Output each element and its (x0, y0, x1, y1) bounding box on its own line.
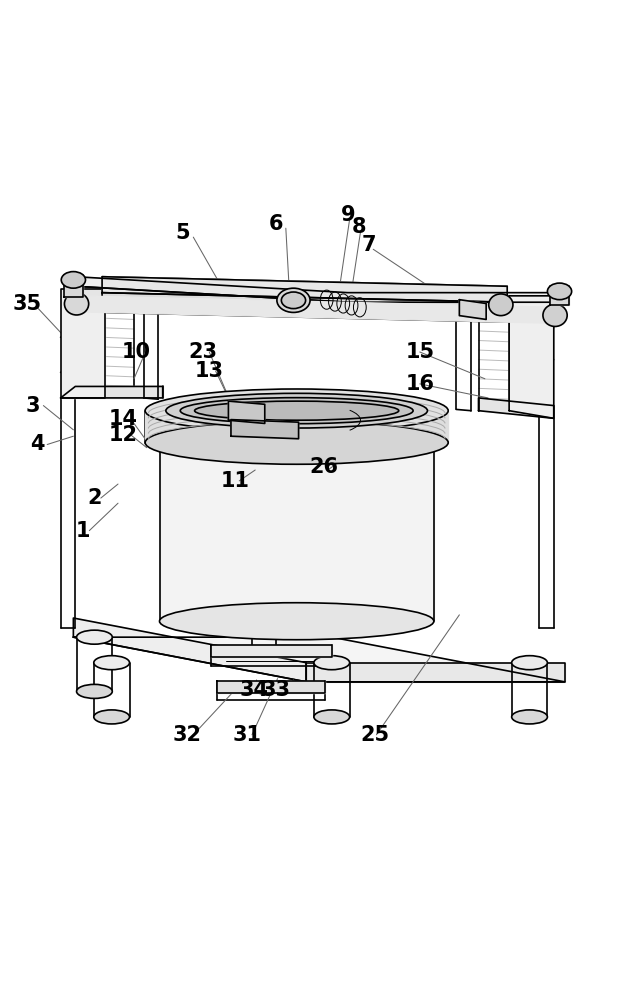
Text: 9: 9 (341, 205, 355, 225)
Polygon shape (228, 401, 265, 423)
Text: 14: 14 (108, 409, 138, 429)
Polygon shape (459, 300, 486, 319)
Ellipse shape (314, 710, 350, 724)
Ellipse shape (160, 421, 434, 458)
Ellipse shape (489, 294, 513, 316)
Text: 5: 5 (176, 223, 190, 243)
Ellipse shape (543, 304, 567, 326)
Ellipse shape (277, 288, 310, 312)
Text: 25: 25 (360, 725, 390, 745)
Ellipse shape (77, 684, 112, 698)
Ellipse shape (195, 401, 399, 420)
Polygon shape (478, 398, 554, 418)
Polygon shape (550, 286, 569, 305)
Polygon shape (73, 637, 565, 682)
Text: 34: 34 (239, 680, 269, 700)
Ellipse shape (64, 293, 89, 315)
Text: 33: 33 (262, 680, 291, 700)
Text: 16: 16 (405, 374, 434, 394)
Text: 15: 15 (405, 342, 434, 362)
Ellipse shape (512, 710, 547, 724)
Ellipse shape (145, 389, 448, 432)
Text: 7: 7 (362, 235, 376, 255)
Polygon shape (160, 439, 434, 621)
Text: 31: 31 (233, 725, 262, 745)
Ellipse shape (61, 272, 85, 288)
Ellipse shape (512, 656, 547, 670)
Polygon shape (61, 386, 163, 398)
Text: 3: 3 (26, 396, 40, 416)
Polygon shape (145, 411, 448, 443)
Text: 11: 11 (220, 471, 249, 491)
Polygon shape (64, 275, 83, 297)
Ellipse shape (181, 398, 413, 424)
Text: 26: 26 (309, 457, 339, 477)
Text: 23: 23 (188, 342, 218, 362)
Ellipse shape (281, 292, 306, 309)
Polygon shape (306, 663, 565, 682)
Text: 13: 13 (195, 361, 224, 381)
Polygon shape (73, 618, 306, 682)
Polygon shape (509, 296, 554, 418)
Polygon shape (75, 286, 348, 313)
Text: 4: 4 (30, 434, 44, 454)
Ellipse shape (166, 393, 427, 428)
Ellipse shape (145, 421, 448, 464)
Ellipse shape (77, 630, 112, 644)
Text: 12: 12 (108, 425, 138, 445)
Ellipse shape (160, 603, 434, 640)
Polygon shape (231, 420, 299, 439)
Ellipse shape (94, 710, 130, 724)
Text: 10: 10 (121, 342, 151, 362)
Text: 6: 6 (269, 214, 283, 234)
Text: 1: 1 (76, 521, 90, 541)
Polygon shape (75, 277, 555, 302)
Ellipse shape (314, 656, 350, 670)
Ellipse shape (94, 656, 130, 670)
Text: 32: 32 (172, 725, 202, 745)
Text: 2: 2 (87, 488, 101, 508)
Polygon shape (77, 296, 555, 323)
Polygon shape (102, 293, 507, 313)
Polygon shape (217, 681, 325, 693)
Polygon shape (61, 289, 105, 398)
Ellipse shape (547, 283, 572, 300)
Polygon shape (102, 277, 507, 302)
Text: 35: 35 (13, 294, 42, 314)
Polygon shape (211, 645, 332, 657)
Text: 8: 8 (352, 217, 366, 237)
